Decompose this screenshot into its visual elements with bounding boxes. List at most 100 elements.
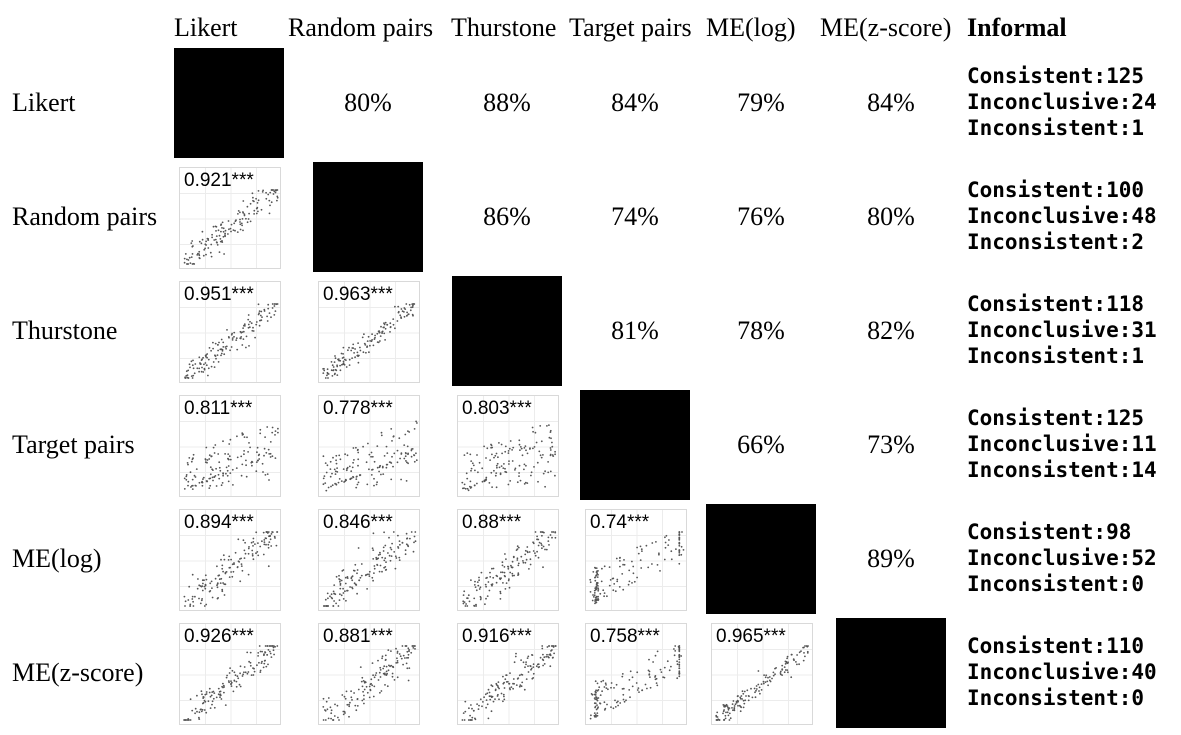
scatter-point — [409, 537, 411, 540]
scatter-point — [218, 251, 221, 253]
scatter-point — [255, 323, 258, 326]
informal-inconsistent: Inconsistent:0 — [967, 686, 1145, 710]
scatter-point — [339, 580, 341, 583]
scatter-point — [733, 707, 736, 709]
scatter-point — [356, 698, 359, 701]
scatter-point — [786, 657, 788, 660]
scatter-point — [474, 580, 476, 583]
scatter-point — [678, 645, 681, 647]
scatter-point — [377, 330, 380, 333]
scatter-point — [332, 719, 334, 721]
scatter-point — [483, 480, 486, 482]
scatter-point — [477, 471, 479, 474]
informal-inconclusive: Inconclusive:48 — [967, 204, 1157, 228]
scatter-point — [341, 694, 344, 696]
scatter-point — [211, 691, 214, 693]
scatter-point — [229, 667, 231, 669]
scatter-point — [400, 317, 403, 319]
scatter-point — [592, 571, 595, 573]
scatter-point — [523, 688, 526, 691]
scatter-point — [377, 679, 380, 681]
scatter-point — [204, 362, 207, 364]
scatter-point — [551, 536, 553, 539]
scatter-svg — [458, 624, 558, 724]
scatter-point — [233, 331, 236, 334]
scatter-point — [734, 703, 737, 706]
agreement-percent: 76% — [737, 202, 785, 231]
scatter-point — [330, 709, 333, 712]
scatter-point — [554, 474, 556, 477]
scatter-point — [379, 553, 381, 556]
scatter-point — [217, 349, 219, 352]
scatter-point — [554, 645, 557, 647]
scatter-point — [359, 666, 362, 668]
scatter-point — [596, 704, 598, 706]
scatter-point — [257, 190, 260, 192]
scatter-plot: 0.846*** — [318, 509, 420, 611]
scatter-point — [603, 595, 605, 598]
scatter-point — [477, 584, 480, 587]
scatter-point — [207, 374, 209, 377]
scatter-point — [338, 719, 340, 721]
scatter-point — [678, 536, 681, 539]
scatter-point — [366, 346, 368, 348]
scatter-point — [202, 476, 205, 479]
scatter-point — [243, 436, 246, 438]
scatter-point — [231, 563, 234, 566]
scatter-point — [329, 595, 331, 598]
scatter-point — [190, 360, 193, 363]
scatter-point — [503, 687, 506, 689]
scatter-point — [594, 705, 597, 708]
scatter-point — [486, 703, 489, 706]
scatter-point — [470, 469, 472, 472]
scatter-point — [725, 703, 728, 706]
scatter-svg — [319, 510, 419, 610]
scatter-point — [401, 645, 404, 647]
scatter-point — [491, 486, 493, 488]
scatter-point — [408, 431, 411, 433]
scatter-point — [346, 589, 349, 592]
scatter-point — [263, 543, 266, 546]
scatter-point — [462, 602, 465, 605]
scatter-point — [354, 563, 357, 566]
scatter-point — [270, 201, 273, 204]
scatter-point — [330, 712, 333, 715]
scatter-point — [383, 323, 386, 326]
scatter-point — [751, 696, 754, 699]
scatter-point — [524, 553, 527, 556]
scatter-point — [270, 545, 273, 547]
scatter-point — [520, 555, 523, 558]
informal-summary: Consistent:110 Inconclusive:40 Inconsisten… — [967, 633, 1157, 711]
scatter-point — [525, 663, 527, 666]
scatter-point — [330, 361, 333, 363]
scatter-point — [363, 694, 365, 697]
scatter-point — [326, 368, 329, 371]
scatter-point — [265, 543, 267, 546]
scatter-point — [397, 305, 400, 308]
scatter-point — [201, 585, 204, 587]
scatter-point — [229, 227, 232, 230]
informal-consistent: Consistent:100 — [967, 178, 1145, 202]
scatter-point — [189, 698, 192, 701]
scatter-point — [210, 455, 213, 458]
scatter-point — [269, 652, 272, 655]
scatter-point — [373, 460, 376, 463]
scatter-point — [324, 709, 326, 711]
scatter-point — [344, 582, 347, 585]
scatter-point — [252, 537, 255, 540]
scatter-point — [507, 483, 510, 486]
scatter-point — [206, 459, 209, 461]
scatter-point — [339, 582, 342, 585]
scatter-point — [235, 685, 238, 688]
scatter-point — [507, 566, 510, 568]
scatter-point — [362, 445, 364, 448]
scatter-point — [500, 692, 503, 695]
scatter-point — [613, 687, 615, 689]
scatter-point — [722, 712, 724, 715]
scatter-svg — [712, 624, 812, 724]
scatter-point — [524, 561, 527, 564]
scatter-point — [233, 671, 236, 674]
scatter-point — [593, 594, 596, 597]
scatter-point — [610, 706, 612, 708]
scatter-point — [194, 595, 196, 598]
